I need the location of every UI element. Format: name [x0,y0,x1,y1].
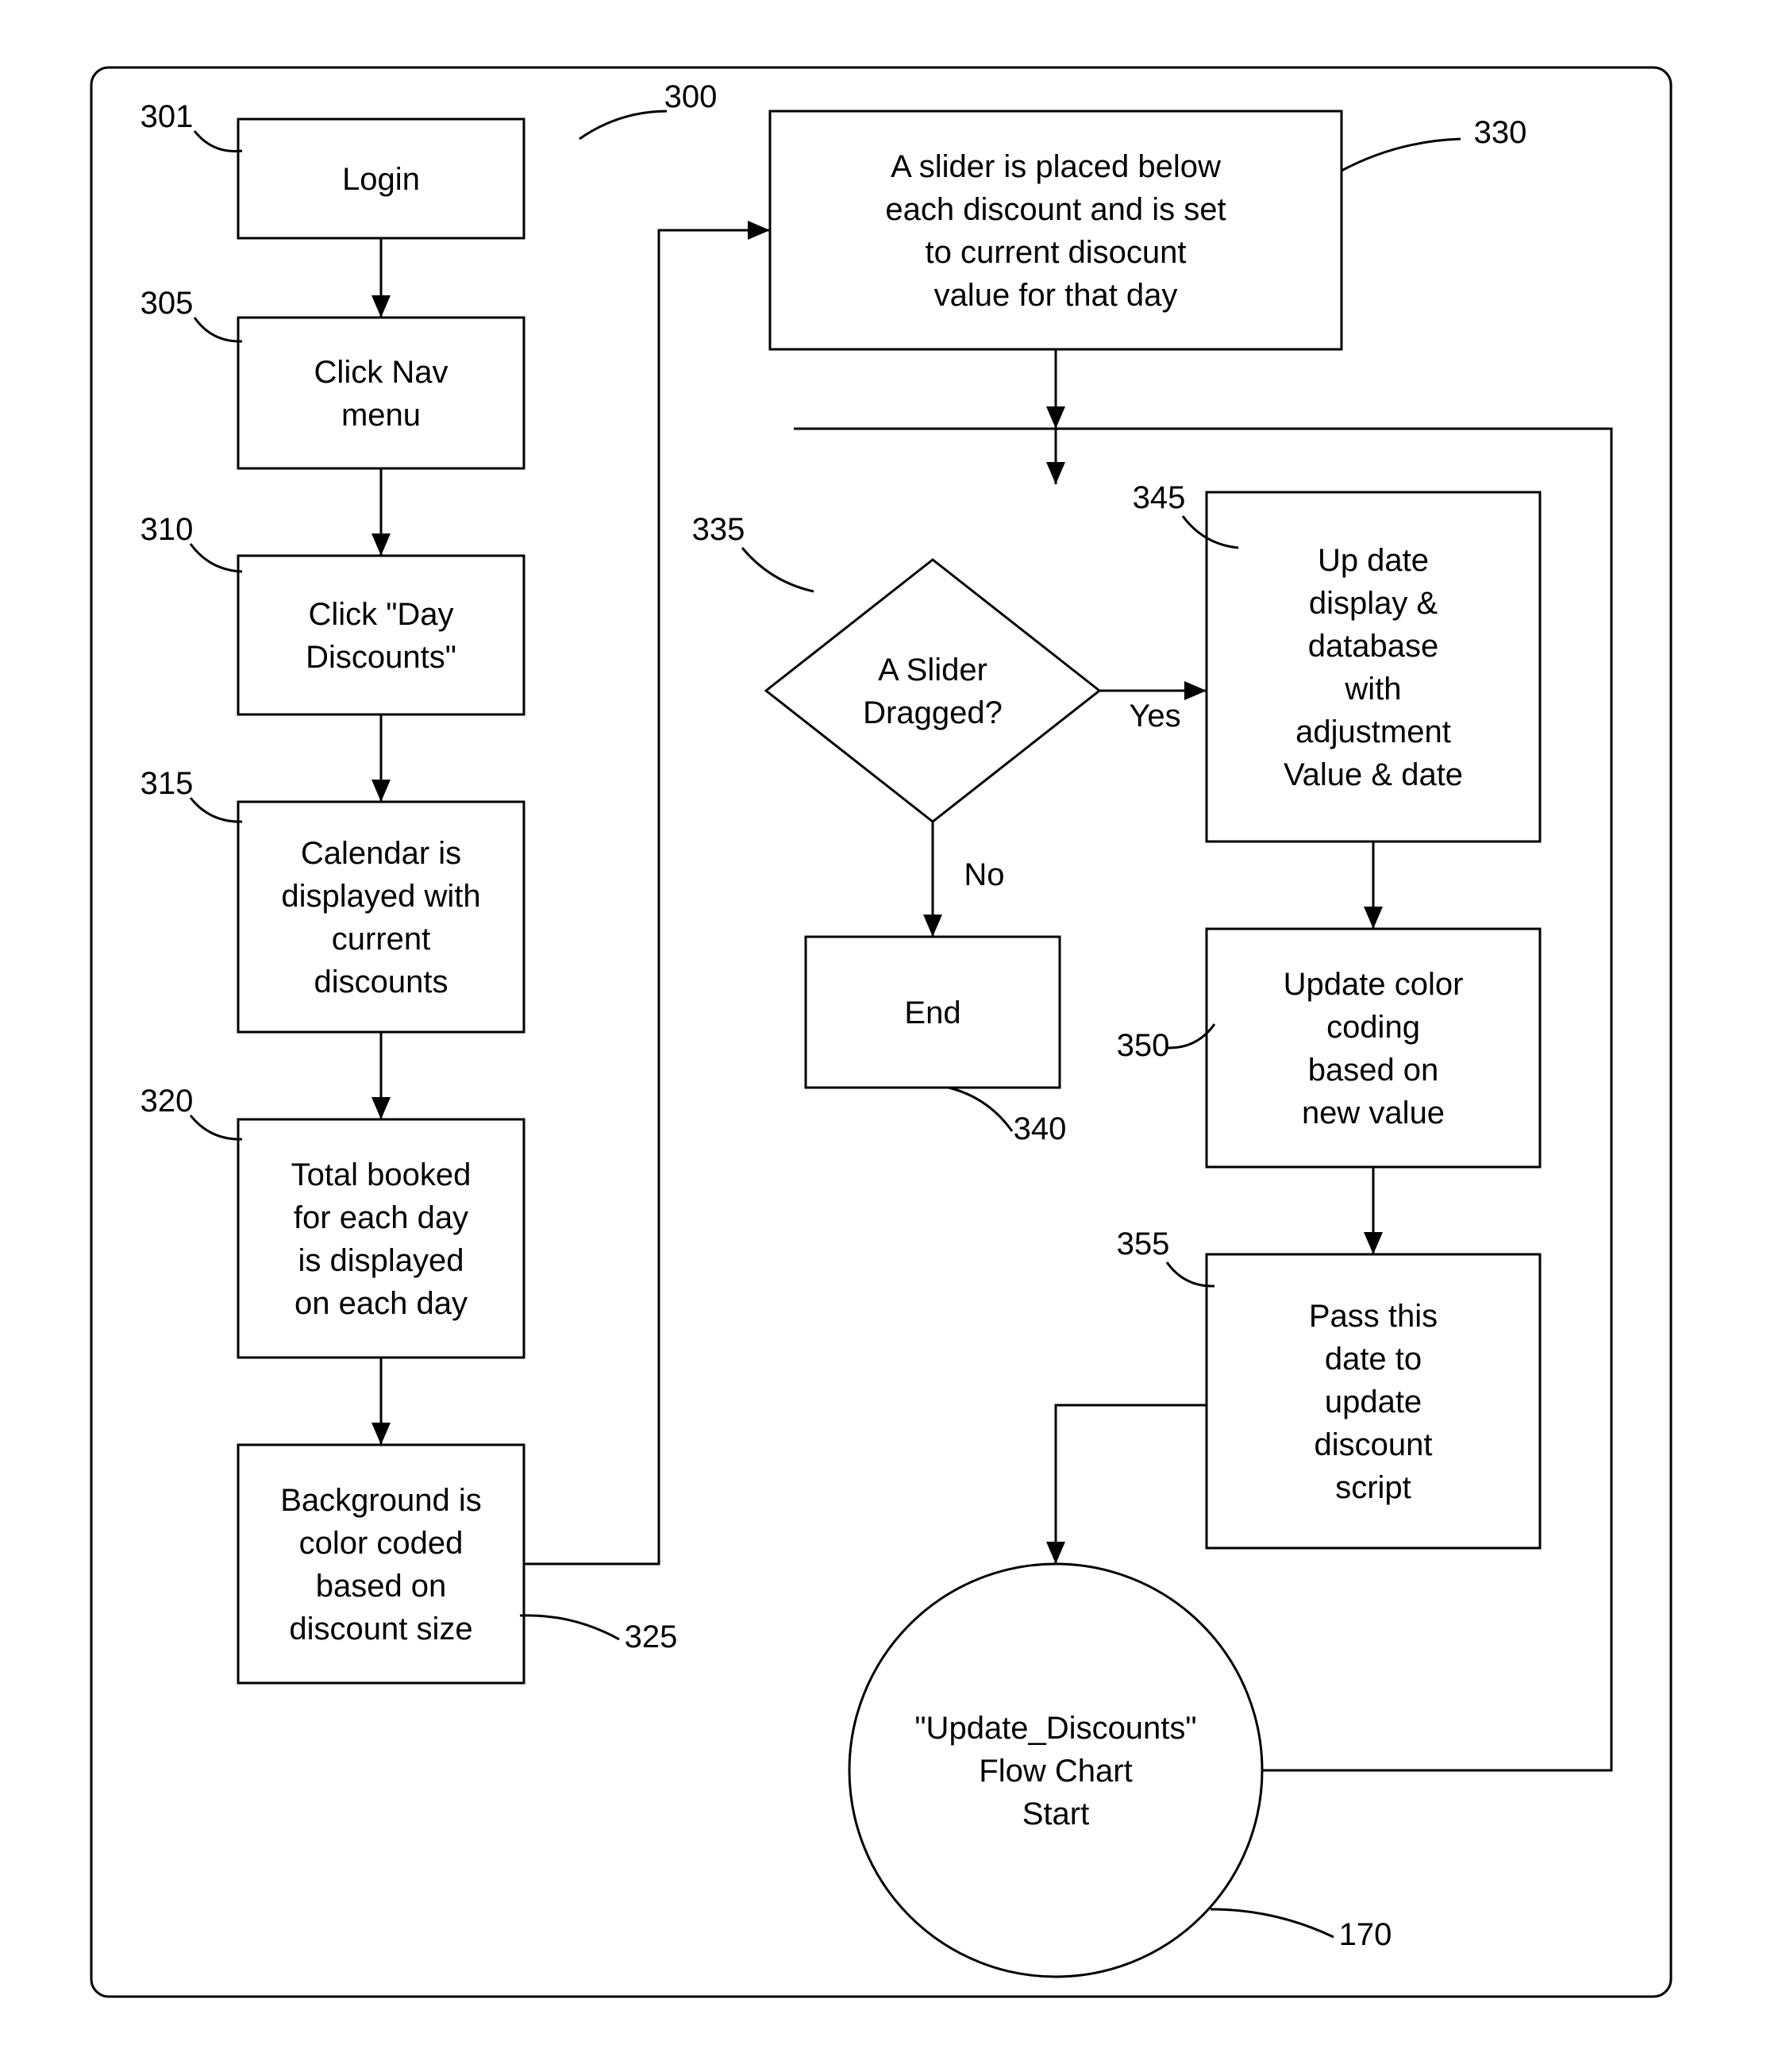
leader-n330 [1342,139,1461,171]
ref-n301: 301 [141,99,194,134]
ref-n310: 310 [141,512,194,547]
ref-n340: 340 [1014,1111,1067,1146]
ref-n350: 350 [1117,1028,1170,1063]
flowchart-canvas: 300Login301Click Navmenu305Click "DayDis… [0,0,1790,2072]
ref-n170: 170 [1339,1917,1392,1952]
node-n320 [238,1119,524,1358]
ref-n300: 300 [664,79,718,114]
leader-n340 [949,1088,1012,1131]
ref-n345: 345 [1133,480,1186,515]
edge-9-label: No [964,857,1004,892]
ref-n325: 325 [625,1619,678,1654]
leader-n310 [191,544,242,572]
leader-n335 [742,548,814,591]
ref-n315: 315 [141,766,194,801]
node-n305 [238,318,524,468]
ref-n355: 355 [1117,1227,1170,1261]
ref-n335: 335 [692,512,745,547]
leader-n300 [579,111,667,139]
node-n335 [766,560,1099,822]
node-n301-label: Login [342,162,420,197]
node-n325 [238,1445,524,1683]
edge-5 [524,230,770,1564]
edge-10-label: Yes [1129,699,1180,734]
leader-n315 [191,798,242,822]
ref-n320: 320 [141,1084,194,1119]
leader-n301 [194,131,242,152]
node-n340-label: End [904,996,960,1030]
leader-n170 [1211,1909,1334,1937]
node-n350 [1207,929,1540,1167]
edge-13 [1056,1405,1207,1564]
leader-n325 [520,1616,619,1639]
leader-n305 [194,318,242,341]
ref-n330: 330 [1474,115,1527,150]
node-n330 [770,111,1342,349]
leader-n320 [191,1115,242,1139]
ref-n305: 305 [141,286,194,321]
node-n310 [238,556,524,714]
